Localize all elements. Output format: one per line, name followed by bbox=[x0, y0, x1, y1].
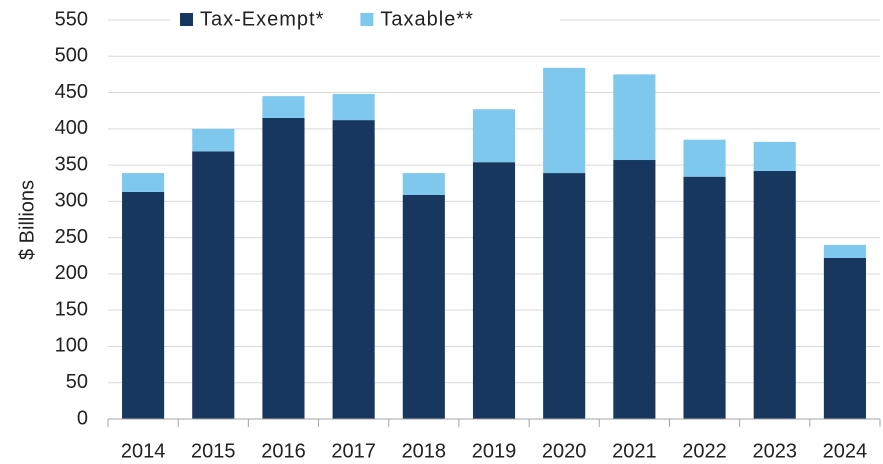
y-tick-label: 450 bbox=[55, 81, 88, 103]
x-tick-label: 2019 bbox=[472, 440, 517, 462]
y-tick-label: 550 bbox=[55, 8, 88, 30]
bar-segment bbox=[192, 128, 235, 152]
legend-swatch bbox=[360, 13, 374, 26]
y-tick-label: 0 bbox=[77, 407, 88, 429]
x-tick-label: 2014 bbox=[121, 440, 166, 462]
bar-segment bbox=[262, 96, 305, 118]
bar-segment bbox=[683, 176, 726, 419]
x-tick-label: 2023 bbox=[752, 440, 797, 462]
bar-segment bbox=[402, 173, 445, 195]
x-tick-label: 2024 bbox=[823, 440, 868, 462]
y-tick-label: 250 bbox=[55, 226, 88, 248]
bar-segment bbox=[472, 162, 516, 419]
x-tick-label: 2020 bbox=[542, 440, 587, 462]
y-tick-label: 300 bbox=[55, 190, 88, 212]
bar-segment bbox=[402, 194, 445, 419]
bar-segment bbox=[683, 139, 726, 177]
bar-segment bbox=[753, 141, 796, 171]
x-tick-label: 2021 bbox=[612, 440, 657, 462]
x-tick-label: 2015 bbox=[191, 440, 236, 462]
y-tick-label: 100 bbox=[55, 335, 88, 357]
bar-segment bbox=[823, 257, 866, 419]
bar-segment bbox=[122, 173, 165, 192]
legend-label: Taxable** bbox=[380, 8, 474, 30]
bar-segment bbox=[332, 120, 375, 419]
bar-segment bbox=[192, 151, 235, 420]
bar-segment bbox=[543, 67, 586, 174]
y-axis-label: $ Billions bbox=[16, 180, 38, 260]
x-tick-label: 2018 bbox=[402, 440, 447, 462]
y-tick-label: 150 bbox=[55, 298, 88, 320]
bar-segment bbox=[613, 160, 656, 419]
bar-segment bbox=[613, 74, 656, 161]
y-tick-label: 500 bbox=[55, 45, 88, 67]
bar-segment bbox=[753, 170, 796, 419]
bar-segment bbox=[823, 244, 866, 258]
y-tick-label: 200 bbox=[55, 262, 88, 284]
x-tick-label: 2016 bbox=[261, 440, 306, 462]
bar-segment bbox=[543, 173, 586, 419]
bar-segment bbox=[472, 109, 516, 163]
bar-segment bbox=[122, 191, 165, 419]
legend-label: Tax-Exempt* bbox=[200, 8, 324, 30]
bar-segment bbox=[262, 117, 305, 419]
legend-swatch bbox=[180, 13, 193, 26]
y-tick-label: 350 bbox=[55, 153, 88, 175]
bar-segment bbox=[332, 93, 375, 121]
y-tick-label: 400 bbox=[55, 117, 88, 139]
y-tick-label: 50 bbox=[66, 371, 88, 393]
x-tick-label: 2017 bbox=[331, 440, 376, 462]
x-tick-label: 2022 bbox=[682, 440, 727, 462]
